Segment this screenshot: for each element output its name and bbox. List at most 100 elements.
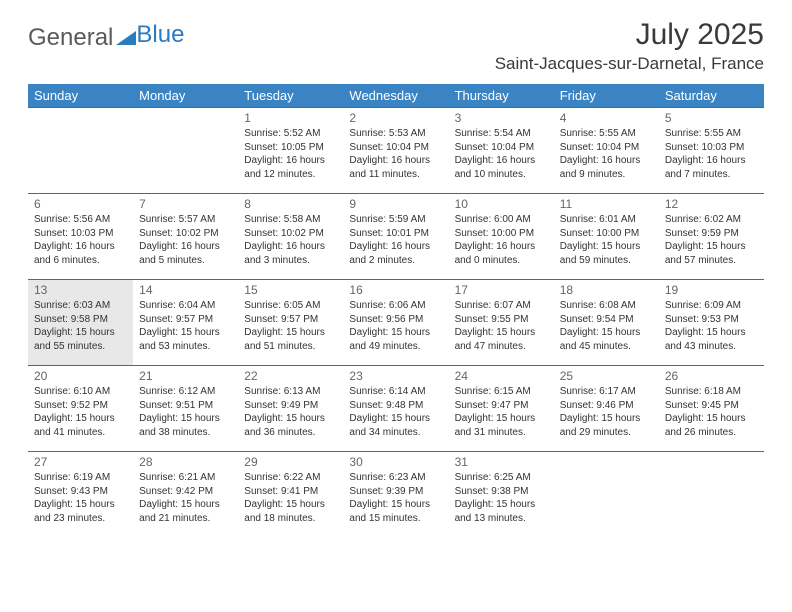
daylight-line: Daylight: 16 hours and 3 minutes. <box>244 240 337 267</box>
daylight-line: Daylight: 16 hours and 9 minutes. <box>560 154 653 181</box>
sunset-line: Sunset: 9:47 PM <box>455 399 548 413</box>
sunset-line: Sunset: 9:59 PM <box>665 227 758 241</box>
sunrise-line: Sunrise: 6:09 AM <box>665 299 758 313</box>
calendar-row: 20Sunrise: 6:10 AMSunset: 9:52 PMDayligh… <box>28 366 764 452</box>
calendar-row: 13Sunrise: 6:03 AMSunset: 9:58 PMDayligh… <box>28 280 764 366</box>
sunset-line: Sunset: 9:38 PM <box>455 485 548 499</box>
day-number: 26 <box>665 368 758 384</box>
calendar-cell: 28Sunrise: 6:21 AMSunset: 9:42 PMDayligh… <box>133 452 238 538</box>
sunset-line: Sunset: 10:02 PM <box>139 227 232 241</box>
day-number: 9 <box>349 196 442 212</box>
daylight-line: Daylight: 15 hours and 55 minutes. <box>34 326 127 353</box>
calendar-cell <box>133 108 238 194</box>
day-number: 1 <box>244 110 337 126</box>
month-title: July 2025 <box>495 18 764 52</box>
sunrise-line: Sunrise: 6:13 AM <box>244 385 337 399</box>
sunrise-line: Sunrise: 6:15 AM <box>455 385 548 399</box>
sunset-line: Sunset: 9:49 PM <box>244 399 337 413</box>
calendar-cell: 25Sunrise: 6:17 AMSunset: 9:46 PMDayligh… <box>554 366 659 452</box>
day-number: 21 <box>139 368 232 384</box>
daylight-line: Daylight: 15 hours and 51 minutes. <box>244 326 337 353</box>
calendar-cell: 16Sunrise: 6:06 AMSunset: 9:56 PMDayligh… <box>343 280 448 366</box>
sunrise-line: Sunrise: 6:02 AM <box>665 213 758 227</box>
daylight-line: Daylight: 16 hours and 0 minutes. <box>455 240 548 267</box>
sunset-line: Sunset: 9:39 PM <box>349 485 442 499</box>
col-sunday: Sunday <box>28 84 133 108</box>
calendar-cell: 9Sunrise: 5:59 AMSunset: 10:01 PMDayligh… <box>343 194 448 280</box>
sunset-line: Sunset: 10:01 PM <box>349 227 442 241</box>
calendar-row: 6Sunrise: 5:56 AMSunset: 10:03 PMDayligh… <box>28 194 764 280</box>
col-wednesday: Wednesday <box>343 84 448 108</box>
col-saturday: Saturday <box>659 84 764 108</box>
sunrise-line: Sunrise: 5:56 AM <box>34 213 127 227</box>
daylight-line: Daylight: 16 hours and 12 minutes. <box>244 154 337 181</box>
logo-word2: Blue <box>136 21 184 49</box>
header: General Blue July 2025 Saint-Jacques-sur… <box>28 18 764 74</box>
col-thursday: Thursday <box>449 84 554 108</box>
daylight-line: Daylight: 15 hours and 31 minutes. <box>455 412 548 439</box>
calendar-table: Sunday Monday Tuesday Wednesday Thursday… <box>28 84 764 538</box>
calendar-row: 27Sunrise: 6:19 AMSunset: 9:43 PMDayligh… <box>28 452 764 538</box>
day-number: 5 <box>665 110 758 126</box>
sunrise-line: Sunrise: 6:21 AM <box>139 471 232 485</box>
sunrise-line: Sunrise: 6:25 AM <box>455 471 548 485</box>
calendar-cell: 19Sunrise: 6:09 AMSunset: 9:53 PMDayligh… <box>659 280 764 366</box>
sunset-line: Sunset: 10:00 PM <box>455 227 548 241</box>
calendar-cell: 15Sunrise: 6:05 AMSunset: 9:57 PMDayligh… <box>238 280 343 366</box>
sunrise-line: Sunrise: 5:59 AM <box>349 213 442 227</box>
sunset-line: Sunset: 10:02 PM <box>244 227 337 241</box>
day-number: 10 <box>455 196 548 212</box>
calendar-cell: 17Sunrise: 6:07 AMSunset: 9:55 PMDayligh… <box>449 280 554 366</box>
sunset-line: Sunset: 9:43 PM <box>34 485 127 499</box>
sunrise-line: Sunrise: 6:01 AM <box>560 213 653 227</box>
sunrise-line: Sunrise: 6:10 AM <box>34 385 127 399</box>
day-number: 12 <box>665 196 758 212</box>
calendar-cell: 14Sunrise: 6:04 AMSunset: 9:57 PMDayligh… <box>133 280 238 366</box>
day-number: 11 <box>560 196 653 212</box>
sunset-line: Sunset: 9:57 PM <box>139 313 232 327</box>
calendar-cell: 12Sunrise: 6:02 AMSunset: 9:59 PMDayligh… <box>659 194 764 280</box>
day-number: 30 <box>349 454 442 470</box>
col-friday: Friday <box>554 84 659 108</box>
sunrise-line: Sunrise: 5:52 AM <box>244 127 337 141</box>
calendar-cell: 21Sunrise: 6:12 AMSunset: 9:51 PMDayligh… <box>133 366 238 452</box>
daylight-line: Daylight: 15 hours and 34 minutes. <box>349 412 442 439</box>
calendar-row: 1Sunrise: 5:52 AMSunset: 10:05 PMDayligh… <box>28 108 764 194</box>
col-tuesday: Tuesday <box>238 84 343 108</box>
daylight-line: Daylight: 15 hours and 15 minutes. <box>349 498 442 525</box>
day-number: 23 <box>349 368 442 384</box>
calendar-cell: 18Sunrise: 6:08 AMSunset: 9:54 PMDayligh… <box>554 280 659 366</box>
sunset-line: Sunset: 9:53 PM <box>665 313 758 327</box>
sunrise-line: Sunrise: 6:05 AM <box>244 299 337 313</box>
daylight-line: Daylight: 15 hours and 53 minutes. <box>139 326 232 353</box>
daylight-line: Daylight: 16 hours and 5 minutes. <box>139 240 232 267</box>
sunrise-line: Sunrise: 5:55 AM <box>665 127 758 141</box>
calendar-cell: 31Sunrise: 6:25 AMSunset: 9:38 PMDayligh… <box>449 452 554 538</box>
sunrise-line: Sunrise: 5:53 AM <box>349 127 442 141</box>
sunrise-line: Sunrise: 6:08 AM <box>560 299 653 313</box>
calendar-cell: 6Sunrise: 5:56 AMSunset: 10:03 PMDayligh… <box>28 194 133 280</box>
day-number: 24 <box>455 368 548 384</box>
sunset-line: Sunset: 9:46 PM <box>560 399 653 413</box>
calendar-cell: 1Sunrise: 5:52 AMSunset: 10:05 PMDayligh… <box>238 108 343 194</box>
sunrise-line: Sunrise: 6:23 AM <box>349 471 442 485</box>
daylight-line: Daylight: 15 hours and 41 minutes. <box>34 412 127 439</box>
sunset-line: Sunset: 10:04 PM <box>349 141 442 155</box>
day-number: 25 <box>560 368 653 384</box>
daylight-line: Daylight: 15 hours and 57 minutes. <box>665 240 758 267</box>
logo: General Blue <box>28 24 184 52</box>
calendar-cell: 11Sunrise: 6:01 AMSunset: 10:00 PMDaylig… <box>554 194 659 280</box>
day-number: 2 <box>349 110 442 126</box>
day-number: 3 <box>455 110 548 126</box>
day-number: 17 <box>455 282 548 298</box>
daylight-line: Daylight: 15 hours and 26 minutes. <box>665 412 758 439</box>
calendar-cell: 20Sunrise: 6:10 AMSunset: 9:52 PMDayligh… <box>28 366 133 452</box>
daylight-line: Daylight: 16 hours and 6 minutes. <box>34 240 127 267</box>
sunset-line: Sunset: 9:45 PM <box>665 399 758 413</box>
calendar-cell <box>659 452 764 538</box>
daylight-line: Daylight: 15 hours and 49 minutes. <box>349 326 442 353</box>
calendar-cell: 13Sunrise: 6:03 AMSunset: 9:58 PMDayligh… <box>28 280 133 366</box>
daylight-line: Daylight: 15 hours and 36 minutes. <box>244 412 337 439</box>
calendar-cell: 5Sunrise: 5:55 AMSunset: 10:03 PMDayligh… <box>659 108 764 194</box>
col-monday: Monday <box>133 84 238 108</box>
